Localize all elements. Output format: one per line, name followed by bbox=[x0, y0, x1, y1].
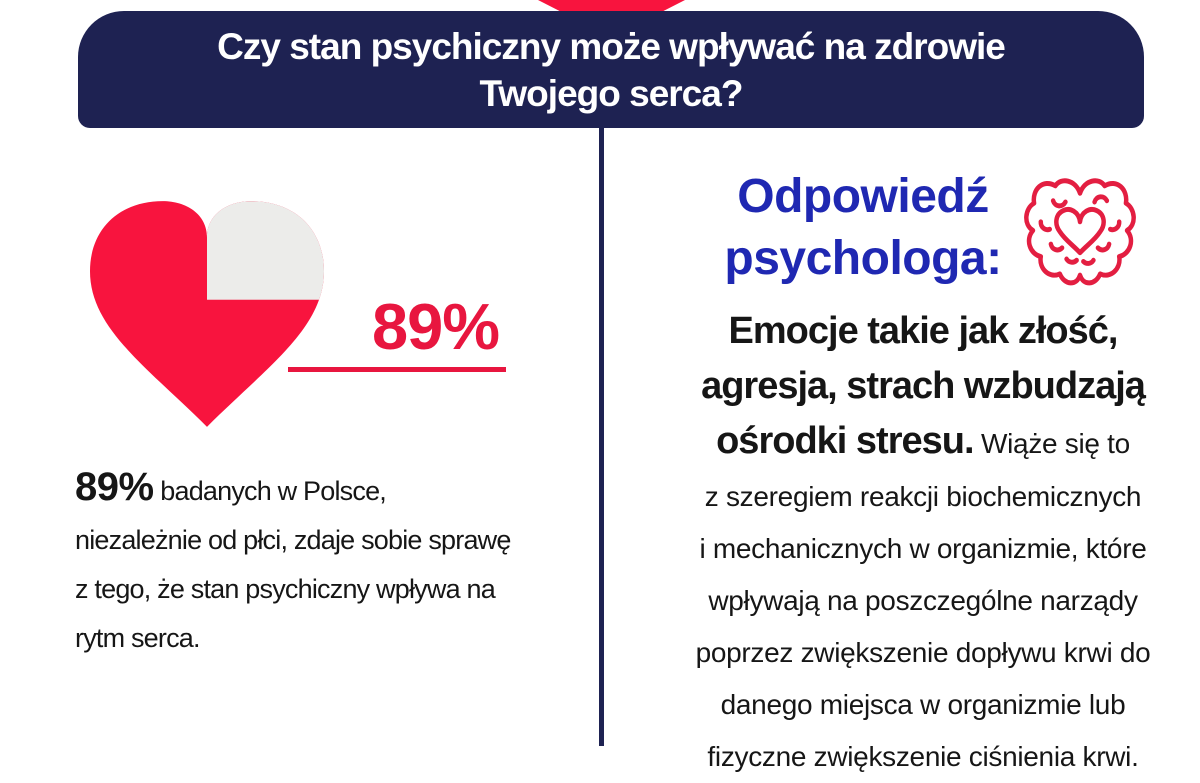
brain-heart-icon bbox=[1023, 178, 1136, 286]
heart-pie-icon bbox=[90, 201, 324, 427]
title-banner: Czy stan psychiczny może wpływać na zdro… bbox=[78, 11, 1144, 128]
answer-heading-line-1: Odpowiedź bbox=[737, 170, 989, 223]
page-title-line-2: Twojego serca? bbox=[479, 72, 744, 114]
answer-body: Emocje takie jak złość, agresja, strach … bbox=[650, 304, 1196, 783]
stat-caption-line-2: niezależnie od płci, zdaje sobie sprawę bbox=[75, 525, 511, 555]
answer-regular-line-2: i mechanicznych w organizmie, które bbox=[699, 533, 1147, 564]
stat-caption-line-4: rytm serca. bbox=[75, 623, 201, 653]
stat-underline bbox=[288, 367, 506, 372]
answer-regular-line-5: danego miejsca w organizmie lub bbox=[720, 689, 1126, 720]
vertical-divider bbox=[599, 126, 604, 746]
answer-regular-line-6: fizyczne zwiększenie ciśnienia krwi. bbox=[707, 741, 1139, 772]
answer-bold-line-1: Emocje takie jak złość, bbox=[728, 310, 1119, 352]
stat-caption: 89% badanych w Polsce, niezależnie od pł… bbox=[75, 463, 595, 663]
stat-value: 89% bbox=[372, 290, 500, 363]
stat-caption-lead: 89% bbox=[75, 465, 154, 509]
stat-caption-line-1: 89% badanych w Polsce, bbox=[75, 465, 387, 509]
answer-regular-line-3: wpływają na poszczególne narządy bbox=[708, 585, 1138, 616]
answer-bold-line-2: agresja, strach wzbudzają bbox=[701, 365, 1146, 407]
answer-mixed-line: ośrodki stresu. Wiąże się to bbox=[716, 420, 1130, 462]
page-title-line-1: Czy stan psychiczny może wpływać na zdro… bbox=[217, 25, 1006, 67]
answer-regular-line-4: poprzez zwiększenie dopływu krwi do bbox=[695, 637, 1151, 668]
stat-caption-line-3: z tego, że stan psychiczny wpływa na bbox=[75, 574, 496, 604]
answer-heading-line-2: psychologa: bbox=[724, 232, 1002, 285]
answer-header: Odpowiedź psychologa: bbox=[680, 158, 1180, 298]
answer-heading: Odpowiedź psychologa: bbox=[724, 166, 1002, 290]
answer-regular-line-1: z szeregiem reakcji biochemicznych bbox=[704, 481, 1142, 512]
